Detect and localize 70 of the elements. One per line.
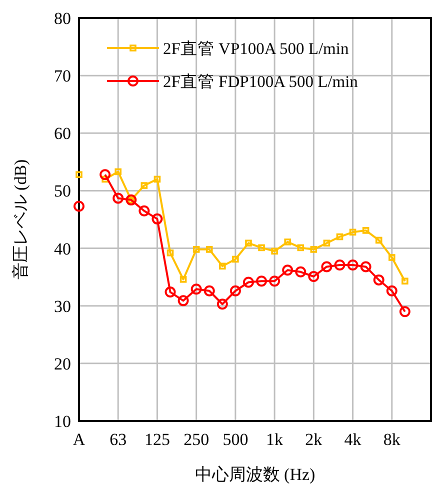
x-tick-label: 125 xyxy=(144,430,170,449)
point xyxy=(297,244,304,252)
point xyxy=(386,285,398,296)
y-tick-label: 20 xyxy=(54,354,71,374)
point xyxy=(204,285,215,296)
point xyxy=(100,169,111,180)
x-tick-label: 63 xyxy=(110,430,127,449)
y-tick-label: 60 xyxy=(54,124,71,144)
x-tick-label: 4k xyxy=(344,430,362,449)
point xyxy=(269,276,280,287)
point xyxy=(323,240,330,247)
point xyxy=(126,194,137,206)
point xyxy=(295,266,306,278)
point xyxy=(349,228,356,236)
point xyxy=(258,244,265,252)
y-tick-label: 70 xyxy=(54,66,71,86)
point xyxy=(308,270,320,282)
point xyxy=(76,171,82,178)
point xyxy=(245,240,252,247)
y-tick-label: 10 xyxy=(54,412,71,431)
point xyxy=(192,246,200,253)
point xyxy=(402,278,408,284)
point xyxy=(282,264,294,276)
x-tick-label: 250 xyxy=(184,430,210,449)
point xyxy=(112,192,124,204)
point xyxy=(334,259,346,270)
point xyxy=(360,261,372,272)
y-tick-label: 40 xyxy=(54,239,71,258)
point xyxy=(284,238,291,246)
point xyxy=(114,168,122,176)
point xyxy=(216,298,228,310)
point xyxy=(206,246,213,253)
x-tick-label: 1k xyxy=(266,430,284,449)
x-tick-label: 500 xyxy=(222,430,248,449)
point xyxy=(373,274,384,286)
point xyxy=(256,276,268,287)
point xyxy=(180,276,187,283)
point xyxy=(271,248,278,255)
legend-label: 2F直管 FDP100A 500 L/min xyxy=(163,72,358,91)
point xyxy=(164,286,176,298)
point xyxy=(166,249,174,256)
point xyxy=(321,261,332,272)
point xyxy=(362,227,370,234)
y-axis-title: 音圧レベル (dB) xyxy=(11,159,30,280)
point xyxy=(102,176,108,183)
point xyxy=(140,182,148,189)
y-tick-label: 30 xyxy=(54,296,71,316)
point xyxy=(138,205,150,216)
y-tick-label: 50 xyxy=(54,182,71,201)
point xyxy=(399,306,410,318)
point xyxy=(190,284,202,295)
point xyxy=(375,236,382,244)
point xyxy=(154,176,161,183)
point xyxy=(178,295,189,306)
point xyxy=(219,262,226,270)
y-tick-label: 80 xyxy=(54,9,71,28)
point xyxy=(232,256,239,263)
point xyxy=(388,254,396,261)
point xyxy=(242,276,254,288)
point xyxy=(152,213,163,224)
point xyxy=(347,259,358,270)
x-tick-label: 8k xyxy=(383,430,401,449)
point xyxy=(310,246,318,253)
x-tick-label: 2k xyxy=(305,430,323,449)
x-tick-label: A xyxy=(72,430,86,449)
point xyxy=(74,200,84,212)
legend-label: 2F直管 VP100A 500 L/min xyxy=(163,39,349,58)
x-axis-title: 中心周波数 (Hz) xyxy=(194,465,316,484)
point xyxy=(230,285,241,296)
point xyxy=(336,233,344,240)
